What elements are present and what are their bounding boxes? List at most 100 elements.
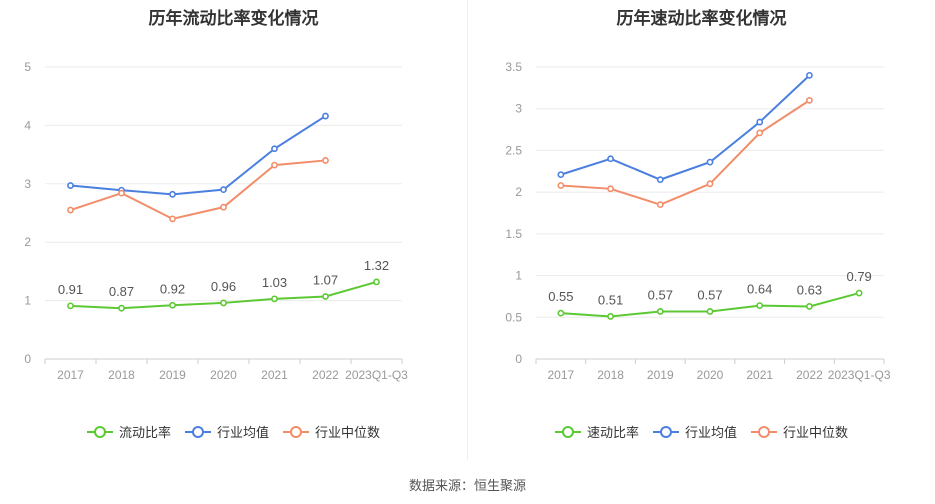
data-point (220, 299, 227, 307)
data-point (118, 304, 125, 312)
y-tick-label: 1.5 (505, 227, 522, 241)
y-tick-label: 0 (515, 352, 522, 366)
data-point (557, 171, 565, 179)
data-point (67, 302, 74, 310)
x-tick-label: 2017 (548, 368, 575, 382)
data-source-note: 数据来源：恒生聚源 (408, 478, 526, 493)
data-point (706, 158, 714, 166)
data-point (67, 206, 74, 214)
chart-legend: 流动比率 行业均值 行业中位数 (0, 422, 467, 441)
data-label: 0.63 (797, 282, 822, 297)
data-point (220, 203, 227, 211)
data-point (169, 301, 176, 309)
legend-label: 行业中位数 (315, 425, 381, 440)
data-label: 0.57 (697, 287, 722, 302)
data-label: 0.96 (211, 279, 236, 294)
x-tick-label: 2017 (57, 368, 84, 382)
series-line (70, 115, 327, 196)
data-point (271, 145, 278, 153)
data-point (271, 295, 278, 303)
x-tick-label: 2023Q1-Q3 (828, 368, 891, 382)
chart-title: 历年速动比率变化情况 (616, 9, 787, 28)
legend-label: 速动比率 (586, 425, 639, 440)
legend-item-industry-median[interactable]: 行业中位数 (283, 422, 380, 441)
x-tick-label: 2019 (647, 368, 674, 382)
legend-label: 行业中位数 (783, 425, 849, 440)
data-label: 0.91 (58, 282, 83, 297)
chart-legend: 速动比率 行业均值 行业中位数 (468, 422, 935, 441)
chart-panel-quick-ratio: 历年速动比率变化情况 0 0.5 1 1.5 2 2.5 3 3.5 2017 2018 2019 2… (468, 0, 935, 460)
panel-divider (467, 0, 468, 460)
data-point (322, 112, 329, 120)
data-point (706, 308, 714, 315)
series-line (560, 99, 810, 206)
legend-item-current-ratio[interactable]: 流动比率 (86, 422, 171, 441)
legend-line-circle-icon (554, 425, 581, 438)
y-tick-label: 3 (24, 177, 31, 191)
legend-item-industry-mean[interactable]: 行业均值 (184, 422, 269, 441)
y-tick-label: 1 (515, 269, 522, 283)
data-point (169, 190, 176, 198)
data-point (806, 96, 813, 104)
data-point (557, 309, 565, 317)
legend-line-circle-icon (184, 425, 211, 438)
data-point (756, 118, 764, 126)
legend-line-circle-icon (652, 425, 679, 438)
y-tick-label: 3.5 (505, 60, 522, 74)
x-tick-label: 2021 (261, 368, 288, 382)
y-tick-label: 2 (515, 185, 522, 199)
data-point (656, 176, 664, 184)
data-label: 1.32 (364, 258, 389, 273)
data-point (756, 302, 764, 310)
data-point (806, 71, 813, 79)
data-label: 0.55 (548, 289, 573, 304)
data-point (806, 303, 813, 310)
data-point (607, 313, 614, 320)
data-label: 0.57 (648, 287, 673, 302)
legend-item-industry-median[interactable]: 行业中位数 (751, 422, 848, 441)
legend-label: 行业均值 (684, 425, 737, 440)
data-point (607, 155, 614, 163)
x-tick-label: 2023Q1-Q3 (345, 368, 408, 382)
data-point (67, 182, 74, 189)
x-tick-label: 2018 (597, 368, 624, 382)
data-label: 0.64 (747, 282, 772, 297)
x-tick-label: 2021 (746, 368, 773, 382)
x-tick-label: 2020 (210, 368, 237, 382)
data-point (607, 185, 614, 193)
y-tick-label: 2.5 (505, 143, 522, 157)
data-label: 0.51 (598, 292, 623, 307)
data-point (706, 180, 714, 188)
data-label: 0.92 (160, 281, 185, 296)
data-point (373, 278, 380, 286)
x-tick-label: 2019 (159, 368, 186, 382)
legend-item-quick-ratio[interactable]: 速动比率 (554, 422, 639, 441)
legend-label: 流动比率 (118, 425, 171, 440)
y-tick-label: 2 (24, 235, 31, 249)
chart-panel-current-ratio: 历年流动比率变化情况 0 1 2 3 4 5 2017 2018 2019 2020 2021 202… (0, 0, 467, 460)
data-point (322, 157, 329, 164)
legend-line-circle-icon (283, 425, 309, 438)
x-tick-label: 2020 (697, 368, 724, 382)
chart-plot: 0 1 2 3 4 5 2017 2018 2019 2020 2021 2022 2023Q1-Q3 0… (24, 60, 408, 382)
data-point (118, 189, 125, 197)
data-point (322, 293, 329, 300)
y-tick-label: 3 (515, 102, 522, 116)
data-label: 1.03 (262, 275, 287, 290)
legend-line-circle-icon (86, 425, 113, 438)
y-tick-label: 5 (24, 60, 31, 74)
data-label: 1.07 (313, 273, 338, 288)
legend-item-industry-mean[interactable]: 行业均值 (652, 422, 737, 441)
data-label: 0.79 (846, 269, 871, 284)
data-point (220, 186, 227, 194)
data-point (656, 201, 664, 209)
x-tick-label: 2022 (312, 368, 339, 382)
data-label: 0.87 (109, 284, 134, 299)
y-tick-label: 0.5 (505, 310, 522, 324)
data-point (557, 182, 565, 189)
series-line (70, 159, 326, 220)
legend-label: 行业均值 (216, 425, 269, 440)
y-tick-label: 0 (24, 352, 31, 366)
x-tick-label: 2018 (108, 368, 135, 382)
